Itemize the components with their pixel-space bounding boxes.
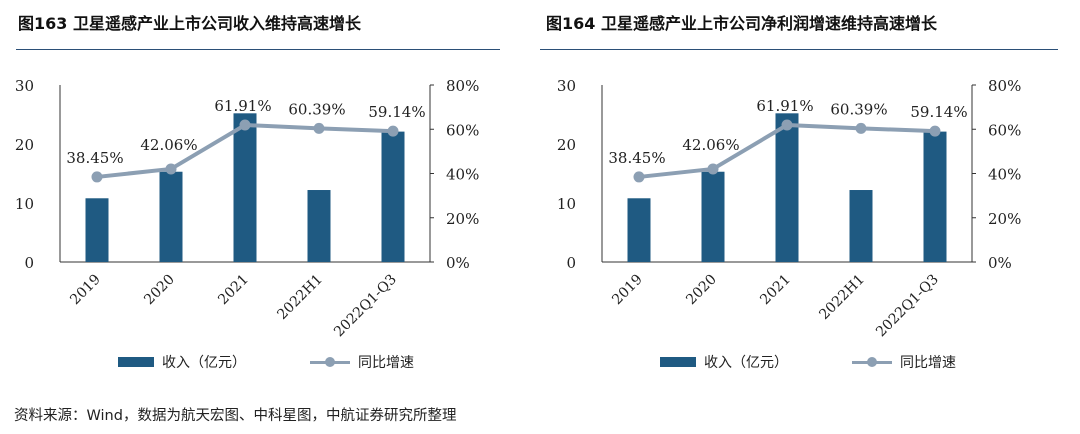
x-tick-label: 2021: [757, 272, 794, 309]
bar: [233, 113, 257, 262]
bar: [307, 190, 331, 262]
data-label: 60.39%: [830, 100, 887, 118]
x-tick-label: 2020: [141, 272, 178, 309]
data-label: 61.91%: [214, 97, 271, 115]
legend-item-revenue: 收入（亿元）: [118, 352, 246, 372]
x-tick-label: 2022Q1-Q3: [873, 272, 942, 341]
growth-point: [855, 122, 867, 134]
y-left-tick-label: 30: [557, 77, 576, 95]
x-tick-label: 2020: [683, 272, 720, 309]
bar: [381, 131, 405, 262]
y-right-tick-label: 80%: [988, 77, 1021, 95]
y-right-tick-label: 60%: [446, 121, 479, 139]
y-left-tick-label: 10: [557, 195, 576, 213]
y-right-tick-label: 40%: [988, 166, 1021, 184]
legend-label-growth: 同比增速: [358, 355, 414, 371]
growth-point: [387, 125, 399, 137]
chart-panel-2: 图164 卫星遥感产业上市公司净利润增速维持高速增长 0 10 20 30 0% 20% 4…: [540, 0, 1080, 400]
y-right-tick-label: 20%: [446, 210, 479, 228]
growth-point: [239, 119, 251, 131]
legend-label-growth: 同比增速: [900, 355, 956, 371]
data-label: 38.45%: [66, 149, 123, 167]
legend-label-revenue: 收入（亿元）: [704, 355, 788, 371]
data-label: 38.45%: [608, 149, 665, 167]
bar: [849, 190, 873, 262]
growth-point: [165, 163, 177, 175]
y-left-tick-label: 30: [15, 77, 34, 95]
x-tick-label: 2022H1: [274, 272, 325, 323]
y-right-tick-label: 40%: [446, 166, 479, 184]
bar: [923, 131, 947, 262]
legend-item-growth: 同比增速: [310, 352, 414, 372]
legend-item-growth: 同比增速: [852, 352, 956, 372]
y-right-tick-label: 60%: [988, 121, 1021, 139]
y-right-tick-label: 20%: [988, 210, 1021, 228]
bar: [627, 198, 651, 262]
chart-plot: 0 10 20 30 0% 20% 40% 60% 80% 38.45% 42.06% 61.91% 6…: [557, 77, 1021, 341]
chart-legend: 收入（亿元） 同比增速: [118, 352, 414, 372]
data-label: 42.06%: [140, 136, 197, 154]
y-left-tick-label: 20: [15, 136, 34, 154]
legend-line-swatch: [310, 356, 350, 367]
chart-legend: 收入（亿元） 同比增速: [660, 352, 956, 372]
x-tick-label: 2021: [215, 272, 252, 309]
chart-title: 图164 卫星遥感产业上市公司净利润增速维持高速增长: [546, 14, 937, 33]
y-left-tick-label: 0: [24, 254, 34, 272]
data-label: 59.14%: [368, 103, 425, 121]
growth-point: [781, 119, 793, 131]
legend-item-revenue: 收入（亿元）: [660, 352, 788, 372]
legend-bar-swatch: [118, 357, 154, 367]
y-right-tick-label: 0%: [446, 254, 470, 272]
bar: [159, 171, 183, 262]
growth-point: [929, 125, 941, 137]
chart-plot: 0 10 20 30 0% 20% 40% 60% 80% 38.45% 42.06% 61.91% 6…: [15, 77, 479, 341]
y-left-tick-label: 0: [566, 254, 576, 272]
title-divider: [540, 49, 1058, 50]
y-left-tick-label: 10: [15, 195, 34, 213]
bar: [85, 198, 109, 262]
y-left-tick-label: 20: [557, 136, 576, 154]
legend-line-swatch: [852, 356, 892, 367]
source-note: 资料来源：Wind，数据为航天宏图、中科星图，中航证券研究所整理: [14, 408, 457, 424]
growth-point: [633, 171, 645, 183]
y-right-tick-label: 80%: [446, 77, 479, 95]
chart-panel-1: 图163 卫星遥感产业上市公司收入维持高速增长 0 10 20 30 0% 20% 40% 6…: [0, 0, 540, 400]
data-label: 60.39%: [288, 100, 345, 118]
x-tick-label: 2019: [67, 272, 104, 309]
legend-bar-swatch: [660, 357, 696, 367]
chart-title: 图163 卫星遥感产业上市公司收入维持高速增长: [18, 14, 361, 33]
data-label: 42.06%: [682, 136, 739, 154]
growth-point: [91, 171, 103, 183]
data-label: 59.14%: [910, 103, 967, 121]
bar: [775, 113, 799, 262]
x-tick-label: 2019: [609, 272, 646, 309]
growth-point: [707, 163, 719, 175]
x-tick-label: 2022H1: [816, 272, 867, 323]
x-tick-label: 2022Q1-Q3: [331, 272, 400, 341]
data-label: 61.91%: [756, 97, 813, 115]
title-divider: [16, 49, 500, 50]
bar: [701, 171, 725, 262]
legend-label-revenue: 收入（亿元）: [162, 355, 246, 371]
y-right-tick-label: 0%: [988, 254, 1012, 272]
growth-point: [313, 122, 325, 134]
